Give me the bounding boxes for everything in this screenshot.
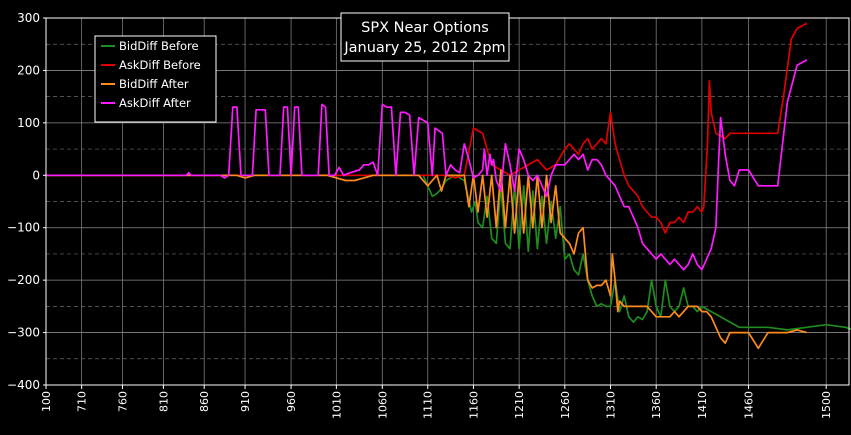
legend-frame [94, 35, 217, 123]
chart-subtitle: January 25, 2012 2pm [343, 40, 505, 56]
series-line-biddiff-after [46, 169, 808, 350]
x-axis-ticks: 100 710 760 810 860 910 960 1010 1060 1110 1160 121… [40, 385, 833, 419]
x-tick-label: 960 [285, 391, 298, 412]
y-tick-label: 0 [32, 168, 40, 182]
y-tick-label: 200 [17, 63, 40, 77]
x-tick-label: 1260 [559, 391, 572, 419]
x-tick-label: 1210 [513, 391, 526, 419]
x-tick-label: 1160 [467, 391, 480, 419]
series-line-askdiff-after [46, 59, 808, 271]
series-line-biddiff-before [46, 174, 851, 331]
x-tick-label: 100 [40, 391, 53, 412]
series-lines [46, 22, 851, 350]
legend: BidDiff Before AskDiff Before BidDiff Afte… [94, 35, 217, 123]
legend-label: BidDiff After [119, 77, 189, 91]
x-tick-label: 1110 [422, 391, 435, 419]
x-tick-label: 710 [76, 391, 89, 412]
y-tick-label: −100 [7, 221, 40, 235]
y-tick-label: 300 [17, 11, 40, 25]
y-tick-label: 100 [17, 116, 40, 130]
y-tick-label: −400 [7, 378, 40, 392]
x-tick-label: 1310 [605, 391, 618, 419]
x-tick-label: 1060 [376, 391, 389, 419]
legend-label: AskDiff Before [119, 58, 201, 72]
x-tick-label: 860 [198, 391, 211, 412]
y-tick-label: −300 [7, 326, 40, 340]
x-tick-label: 810 [157, 391, 170, 412]
x-tick-label: 1010 [330, 391, 343, 419]
x-tick-label: 1460 [743, 391, 756, 419]
x-tick-label: 1500 [820, 391, 833, 419]
title-frame [340, 12, 510, 62]
title-box: SPX Near Options January 25, 2012 2pm [340, 12, 510, 62]
chart-title: SPX Near Options [361, 20, 489, 36]
legend-label: AskDiff After [119, 96, 191, 110]
y-tick-label: −200 [7, 273, 40, 287]
legend-label: BidDiff Before [119, 39, 199, 53]
x-tick-label: 760 [117, 391, 130, 412]
x-tick-label: 1360 [650, 391, 663, 419]
y-axis-ticks: −400 −300 −200 −100 0 100 200 300 [7, 11, 46, 392]
x-tick-label: 1410 [696, 391, 709, 419]
x-tick-label: 910 [239, 391, 252, 412]
